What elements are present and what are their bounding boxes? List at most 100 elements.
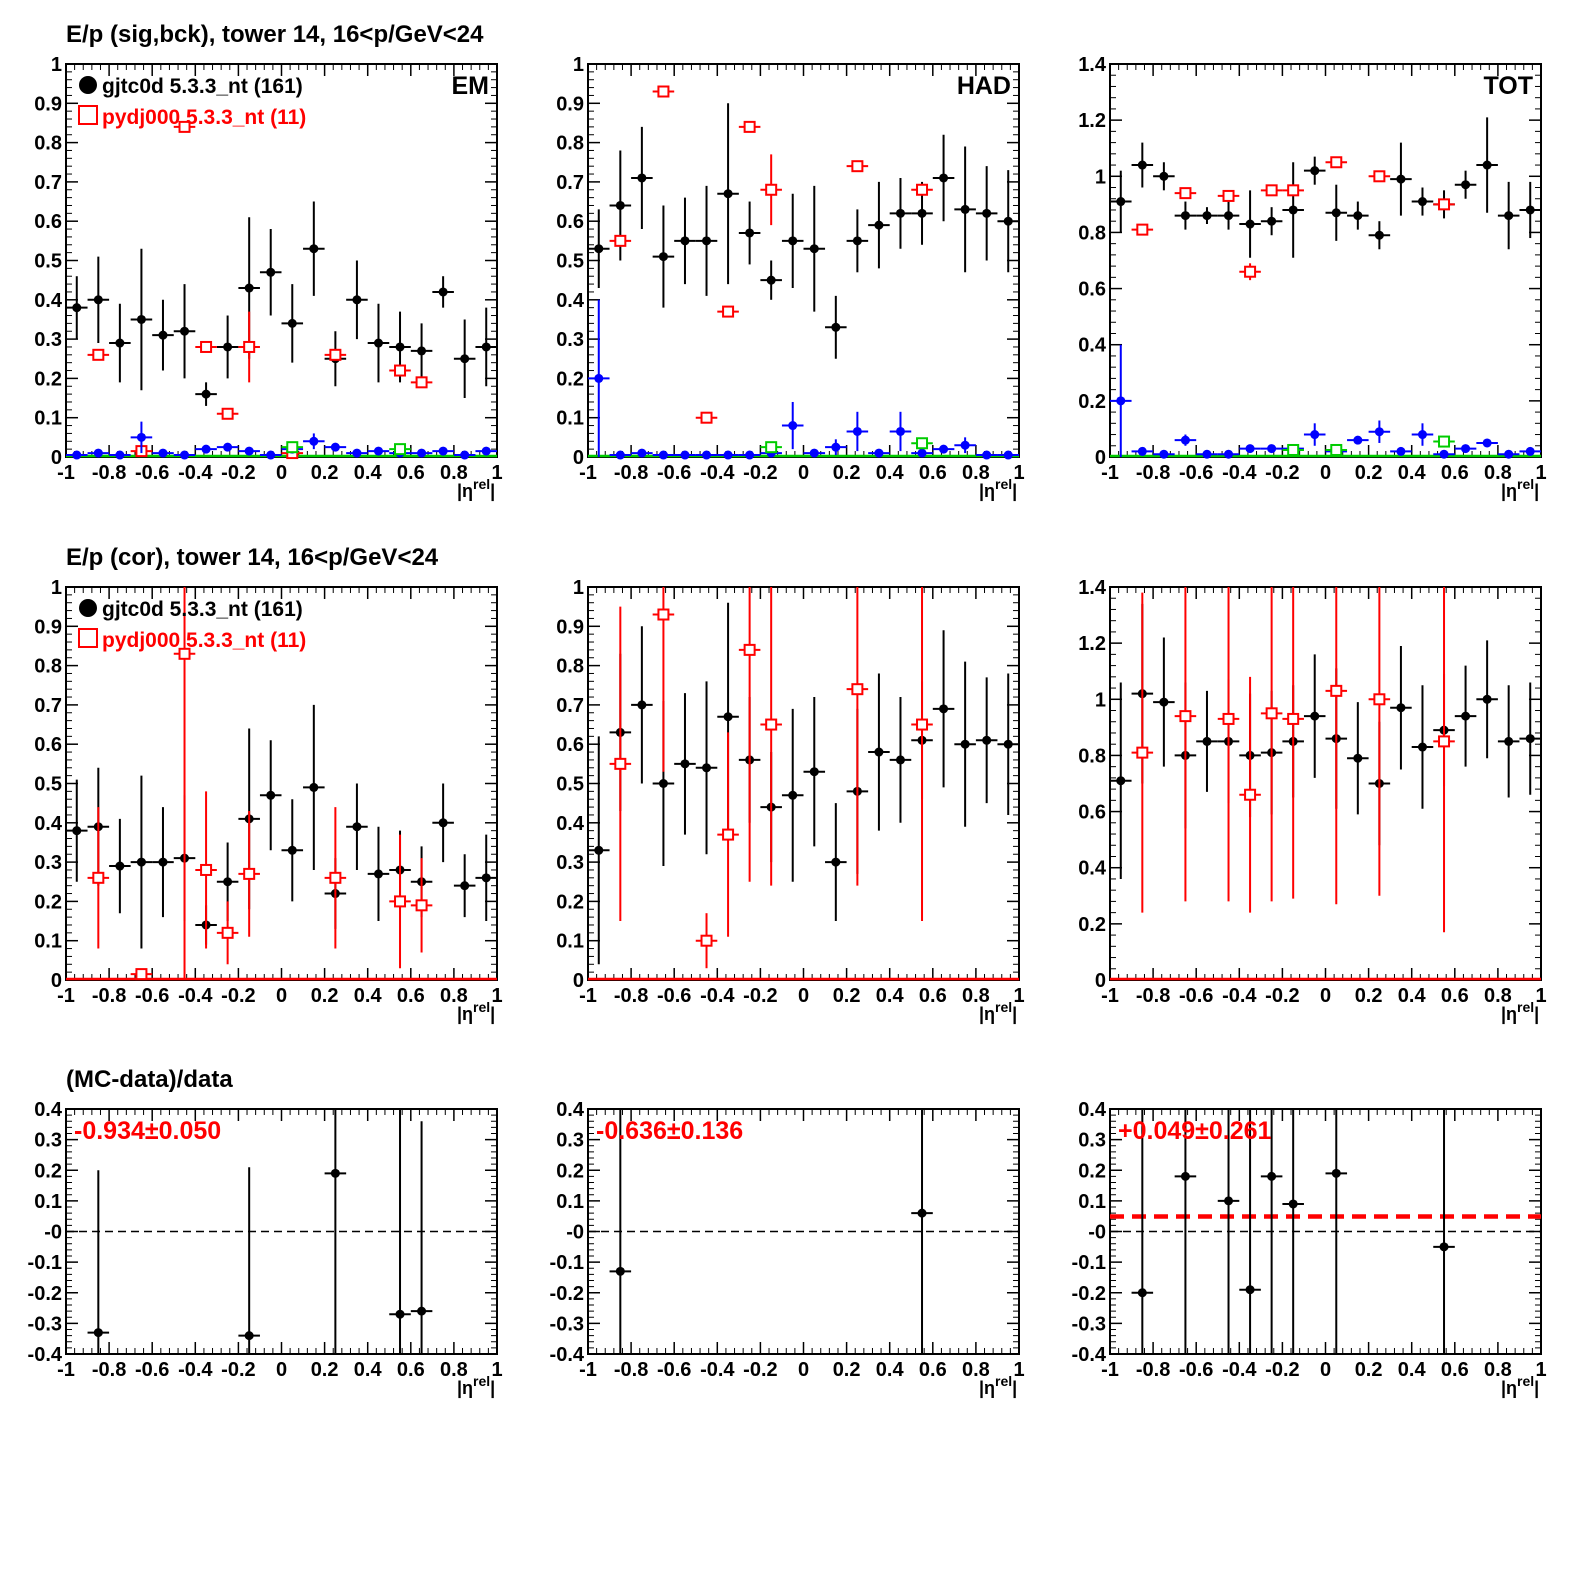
data-point [1136,223,1149,236]
y-tick-label: 0.1 [556,408,584,430]
data-point [852,426,862,436]
y-tick-label: -0.1 [28,1252,62,1274]
x-tick-label: -0.6 [135,1359,169,1381]
plot-frame [1109,586,1542,981]
data-point [1438,198,1451,211]
x-tick-label: 1 [491,985,502,1007]
data-point [831,322,841,332]
data-point [874,747,884,757]
x-tick-label: -1 [1101,985,1119,1007]
legend: gjtc0d 5.3.3_nt (161) pydj000 5.3.3_nt (1… [78,598,306,652]
data-point [244,283,254,293]
x-tick-label: 0 [1320,462,1331,484]
data-point [244,1331,254,1341]
x-axis-title-bar: | [1012,1004,1017,1024]
x-axis-title-bar: | [1012,1378,1017,1398]
y-tick-label: 0.1 [556,931,584,953]
data-point [201,389,211,399]
data-point [1482,160,1492,170]
data-point [1179,710,1192,723]
y-tick-label: -0.2 [28,1283,62,1305]
series-mc [87,587,433,981]
y-tick-label: 0.8 [556,133,584,155]
data-point [658,450,668,460]
y-tick-label: 0.4 [1078,858,1107,880]
data-point [1137,160,1147,170]
y-tick-label: 1 [1095,166,1106,188]
data-point [1288,1199,1298,1209]
x-tick-label: -1 [57,1359,75,1381]
data-point [352,448,362,458]
x-tick-label: 0.6 [1441,462,1469,484]
y-tick-label: 0.8 [34,133,62,155]
x-tick-label: 1 [491,1359,502,1381]
data-point [852,236,862,246]
y-tick-label: 1 [1095,689,1106,711]
x-tick-label: 0.2 [1355,1359,1383,1381]
data-point [831,857,841,867]
data-point [1287,184,1300,197]
data-point [594,244,604,254]
x-tick-label: -0.4 [178,462,213,484]
x-tick-label: -0.2 [743,985,777,1007]
data-point [438,287,448,297]
data-point [352,295,362,305]
x-tick-label: 0 [276,1359,287,1381]
x-tick-label: -1 [1101,462,1119,484]
y-tick-label: 0.2 [1078,391,1106,413]
data-point [1287,443,1300,456]
x-tick-label: 0 [276,462,287,484]
series-mc [1131,156,1455,281]
data-point [809,767,819,777]
x-tick-label: 0.8 [962,1359,990,1381]
data-point [373,869,383,879]
data-point [178,647,191,660]
data-point [1136,746,1149,759]
data-point [982,735,992,745]
x-axis-title-bar: | [490,481,495,501]
x-tick-label: 0.8 [962,985,990,1007]
data-point [329,348,342,361]
y-tick-label: -0.2 [1072,1283,1106,1305]
data-point [1353,211,1363,221]
x-tick-label: 0.4 [1398,985,1427,1007]
data-point [158,448,168,458]
data-point [223,342,233,352]
series-green [1282,435,1455,456]
x-tick-label: -0.8 [1136,1359,1170,1381]
y-tick-label: 0.3 [34,852,62,874]
y-tick-label: 0.2 [34,1160,62,1182]
x-tick-label: -0.4 [1222,462,1257,484]
data-point [1003,739,1013,749]
y-tick-label: 0.7 [34,172,62,194]
data-point [680,236,690,246]
x-tick-label: -0.6 [135,985,169,1007]
x-axis-title-bar: | [1012,481,1017,501]
data-point [702,763,712,773]
data-point [722,305,735,318]
data-point [1331,1168,1341,1178]
y-tick-label: 0.4 [34,290,63,312]
panel-tag: TOT [1483,72,1533,100]
x-axis-title: |ηrel| [1501,1373,1539,1398]
data-point [960,739,970,749]
x-axis-title: |ηrel| [457,1373,495,1398]
series-blue [1110,344,1541,459]
series-green [281,441,411,456]
y-tick-label: 0.3 [556,1130,584,1152]
data-point [438,446,448,456]
data-point [1267,444,1277,454]
x-tick-label: -0.8 [92,985,126,1007]
x-tick-label: 1 [1013,985,1024,1007]
data-point [1180,1171,1190,1181]
data-point [723,189,733,199]
data-point [766,275,776,285]
data-point [1116,776,1126,786]
data-point [1224,449,1234,459]
x-tick-label: 0.4 [1398,1359,1427,1381]
data-point [243,867,256,880]
data-point [243,340,256,353]
data-point [395,342,405,352]
y-tick-label: -0 [566,1222,584,1244]
data-point [1310,711,1320,721]
